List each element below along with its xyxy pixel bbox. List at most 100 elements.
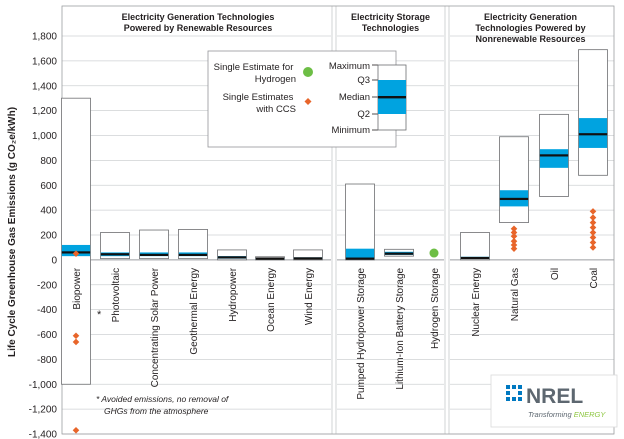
ccs-point-coal-3 [589, 234, 597, 241]
legend-ccs-label-line1: Single Estimates [223, 92, 294, 103]
box-median-natural-gas [499, 197, 529, 201]
y-tick-label--800: -800 [37, 355, 57, 366]
ccs-point-natural-gas-2 [510, 241, 518, 249]
y-tick-label-0: 0 [51, 255, 57, 266]
ccs-point-biopower-4 [72, 426, 80, 434]
category-label-geothermal-energy: Geothermal Energy [189, 268, 200, 355]
y-tick-label--200: -200 [37, 280, 57, 291]
legend-box-median [378, 96, 406, 99]
ccs-point-coal-8 [589, 208, 597, 215]
y-axis-label: Life Cycle Greenhouse Gas Emissions (g C… [7, 107, 18, 357]
footnote-line1: * Avoided emissions, no removal of [96, 394, 230, 404]
y-tick-label--600: -600 [37, 330, 57, 341]
legend-frame [207, 50, 397, 148]
category-label-oil: Oil [550, 268, 561, 280]
footnote: * Avoided emissions, no removal of GHGs … [96, 394, 231, 416]
category-label-coal: Coal [589, 268, 600, 289]
legend-ccs-marker [304, 98, 312, 105]
legend-box-label-q3: Q3 [357, 75, 370, 86]
box-whisker-natural-gas [499, 136, 529, 223]
ccs-point-biopower-1 [72, 250, 80, 257]
box-median-ocean-energy [255, 257, 285, 260]
ccs-point-coal-4 [589, 229, 597, 236]
box-iqr-pumped-hydropower-storage [345, 248, 375, 259]
box-whisker-nuclear-energy [460, 232, 490, 261]
panel-title-2-line-2: Technologies [362, 23, 419, 33]
box-whisker-wind-energy [293, 249, 323, 261]
legend-hydrogen-label-line1: Single Estimate for [214, 62, 294, 73]
box-median-concentrating-solar-power [139, 253, 169, 256]
box-whisker-hydropower [217, 249, 247, 261]
panel-divider-bg-1 [331, 6, 337, 434]
footnote-marker: * [97, 309, 102, 321]
y-tick-label--1200: -1,200 [29, 405, 58, 416]
y-tick-label-1400: 1,400 [32, 81, 57, 92]
category-label-hydrogen-storage: Hydrogen Storage [430, 267, 441, 349]
box-median-lithium-ion-battery-storage [384, 252, 414, 255]
nrel-logo-mark [506, 385, 522, 401]
panel-divider-bg-2 [444, 6, 450, 434]
ccs-point-coal-6 [589, 219, 597, 226]
panel-title-1: Electricity Generation Technologies Power… [122, 12, 275, 33]
box-median-hydropower [217, 256, 247, 259]
panel-title-1-line-1: Electricity Generation Technologies [122, 12, 275, 22]
y-tick-label-800: 800 [40, 156, 57, 167]
category-label-lithium-ion-battery-storage: Lithium-Ion Battery Storage [395, 267, 406, 389]
legend-box-label-median: Median [339, 92, 370, 103]
category-labels: Biopower Photovoltaic Concentrating Solar … [72, 267, 600, 399]
panel-title-3-line-2: Technologies Powered by [475, 23, 585, 33]
y-tick-label-400: 400 [40, 206, 57, 217]
y-tick-labels: -1,400 -1,200 -1,000 -800 -600 -400 -200 0 200 40… [29, 32, 58, 439]
category-label-wind-energy: Wind Energy [304, 268, 315, 325]
ccs-point-coal-7 [589, 214, 597, 221]
box-whisker-pumped-hydropower-storage [345, 183, 375, 261]
box-median-nuclear-energy [460, 256, 490, 260]
legend-ccs-label-line2: with CCS [255, 104, 296, 115]
y-tick-label--1000: -1,000 [29, 380, 58, 391]
legend-box-label-q2: Q2 [357, 109, 370, 120]
category-label-photovoltaic: Photovoltaic [111, 268, 122, 322]
category-label-pumped-hydropower-storage: Pumped Hydropower Storage [356, 267, 367, 399]
y-tick-label-1200: 1,200 [32, 106, 57, 117]
nrel-logo-tagline-a: Transforming [528, 410, 574, 419]
ccs-point-natural-gas-1 [510, 245, 518, 252]
panel-title-1-line-2: Powered by Renewable Resources [124, 23, 273, 33]
legend-hydrogen-marker [303, 67, 313, 77]
legend: Single Estimate for Hydrogen Single Esti… [207, 50, 407, 148]
panel-title-2: Electricity Storage Technologies [351, 12, 430, 33]
box-median-geothermal-energy [178, 253, 208, 256]
ccs-point-natural-gas-3 [510, 237, 518, 245]
hydrogen-point-hydrogen-storage [429, 248, 439, 258]
box-iqr-coal [578, 118, 608, 148]
ccs-point-coal-2 [589, 239, 597, 246]
nrel-logo: NREL Transforming ENERGY [490, 374, 618, 428]
panel-title-3: Electricity Generation Technologies Power… [475, 12, 585, 44]
ccs-point-natural-gas-4 [510, 232, 518, 240]
ccs-point-biopower-2 [72, 332, 80, 340]
ccs-point-natural-gas-5 [510, 229, 518, 236]
legend-hydrogen-label-line2: Hydrogen [255, 74, 296, 85]
boxes [61, 49, 608, 385]
single-estimate-points [72, 208, 597, 434]
category-label-nuclear-energy: Nuclear Energy [471, 268, 482, 337]
category-label-natural-gas: Natural Gas [510, 268, 521, 321]
category-label-ocean-energy: Ocean Energy [266, 268, 277, 332]
panel-title-2-line-1: Electricity Storage [351, 12, 430, 22]
nrel-logo-tagline: Transforming ENERGY [528, 410, 606, 419]
footnote-line2: GHGs from the atmosphere [104, 406, 209, 416]
ccs-point-biopower-3 [72, 338, 80, 346]
box-whisker-coal [578, 49, 608, 176]
panel-title-3-line-1: Electricity Generation [484, 12, 577, 22]
legend-box-label-maximum: Maximum [329, 61, 370, 72]
category-label-concentrating-solar-power: Concentrating Solar Power [150, 267, 161, 387]
panel-titles: Electricity Generation Technologies Power… [122, 12, 586, 44]
y-tick-label-1800: 1,800 [32, 32, 57, 43]
y-tick-label-200: 200 [40, 231, 57, 242]
nrel-logo-text: NREL [526, 385, 583, 408]
box-median-oil [539, 154, 569, 157]
ccs-point-natural-gas-6 [510, 225, 518, 233]
box-iqr-oil [539, 149, 569, 168]
box-median-coal [578, 133, 608, 136]
y-axis-label-a: Life Cycle Greenhouse Gas Emissions (g C… [7, 107, 18, 357]
